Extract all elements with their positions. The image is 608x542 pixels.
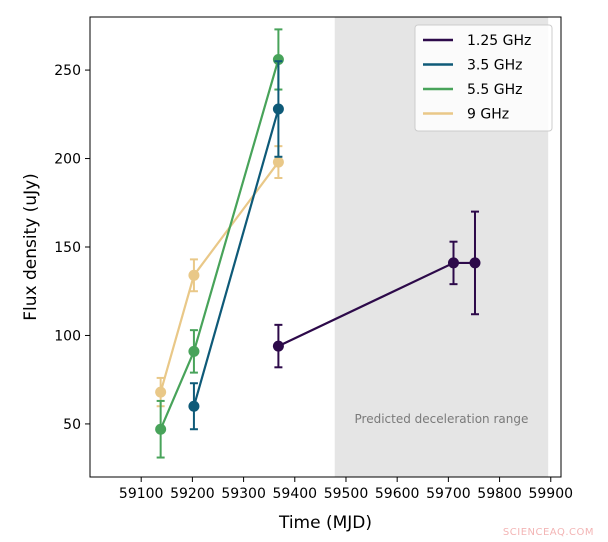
x-axis: 59100 59200 59300 59400 59500 59600 59700 59800… (119, 477, 573, 502)
data-point (188, 345, 200, 357)
legend-entry: 1.25 GHz (467, 33, 531, 49)
data-point (272, 340, 284, 352)
series-line (159, 161, 280, 393)
y-tick-label: 50 (63, 417, 81, 433)
data-point (155, 423, 167, 435)
legend-box (414, 24, 553, 132)
y-axis-label: Flux density (uJy) (21, 173, 41, 321)
series-line (192, 108, 280, 407)
legend: 1.25 GHz 3.5 GHz 5.5 GHz 9 GHz (414, 24, 553, 132)
x-tick-label: 59500 (324, 486, 369, 502)
series-line (159, 59, 280, 430)
shaded-region-label: Predicted deceleration range (355, 412, 529, 426)
x-axis-label: Time (MJD) (278, 513, 372, 533)
watermark: SCIENCEAQ.COM (502, 527, 594, 538)
data-point (469, 257, 481, 269)
series-layer (155, 28, 481, 459)
legend-entry: 5.5 GHz (467, 82, 522, 98)
x-tick-label: 59800 (477, 486, 522, 502)
x-tick-label: 59400 (273, 486, 318, 502)
x-tick-label: 59300 (221, 486, 266, 502)
x-tick-label: 59700 (426, 486, 471, 502)
data-point (272, 156, 284, 168)
annotation-layer: Predicted deceleration range (355, 412, 529, 426)
data-point (155, 386, 167, 398)
series-1-25-ghz (272, 210, 481, 369)
data-point (447, 257, 459, 269)
series-9-ghz (155, 145, 284, 408)
series-5-5-ghz (155, 28, 284, 459)
y-tick-label: 200 (54, 152, 81, 168)
data-point (188, 269, 200, 281)
x-tick-label: 59100 (119, 486, 164, 502)
data-point (188, 400, 200, 412)
x-tick-label: 59900 (528, 486, 573, 502)
legend-entry: 3.5 GHz (467, 58, 522, 74)
x-tick-label: 59200 (170, 486, 215, 502)
series-3-5-ghz (188, 60, 284, 431)
y-tick-label: 100 (54, 328, 81, 344)
data-point (272, 103, 284, 115)
y-axis: 50 100 150 200 250 (54, 63, 90, 433)
x-tick-label: 59600 (375, 486, 420, 502)
y-tick-label: 150 (54, 240, 81, 256)
y-tick-label: 250 (54, 63, 81, 79)
legend-entry: 9 GHz (467, 107, 509, 123)
